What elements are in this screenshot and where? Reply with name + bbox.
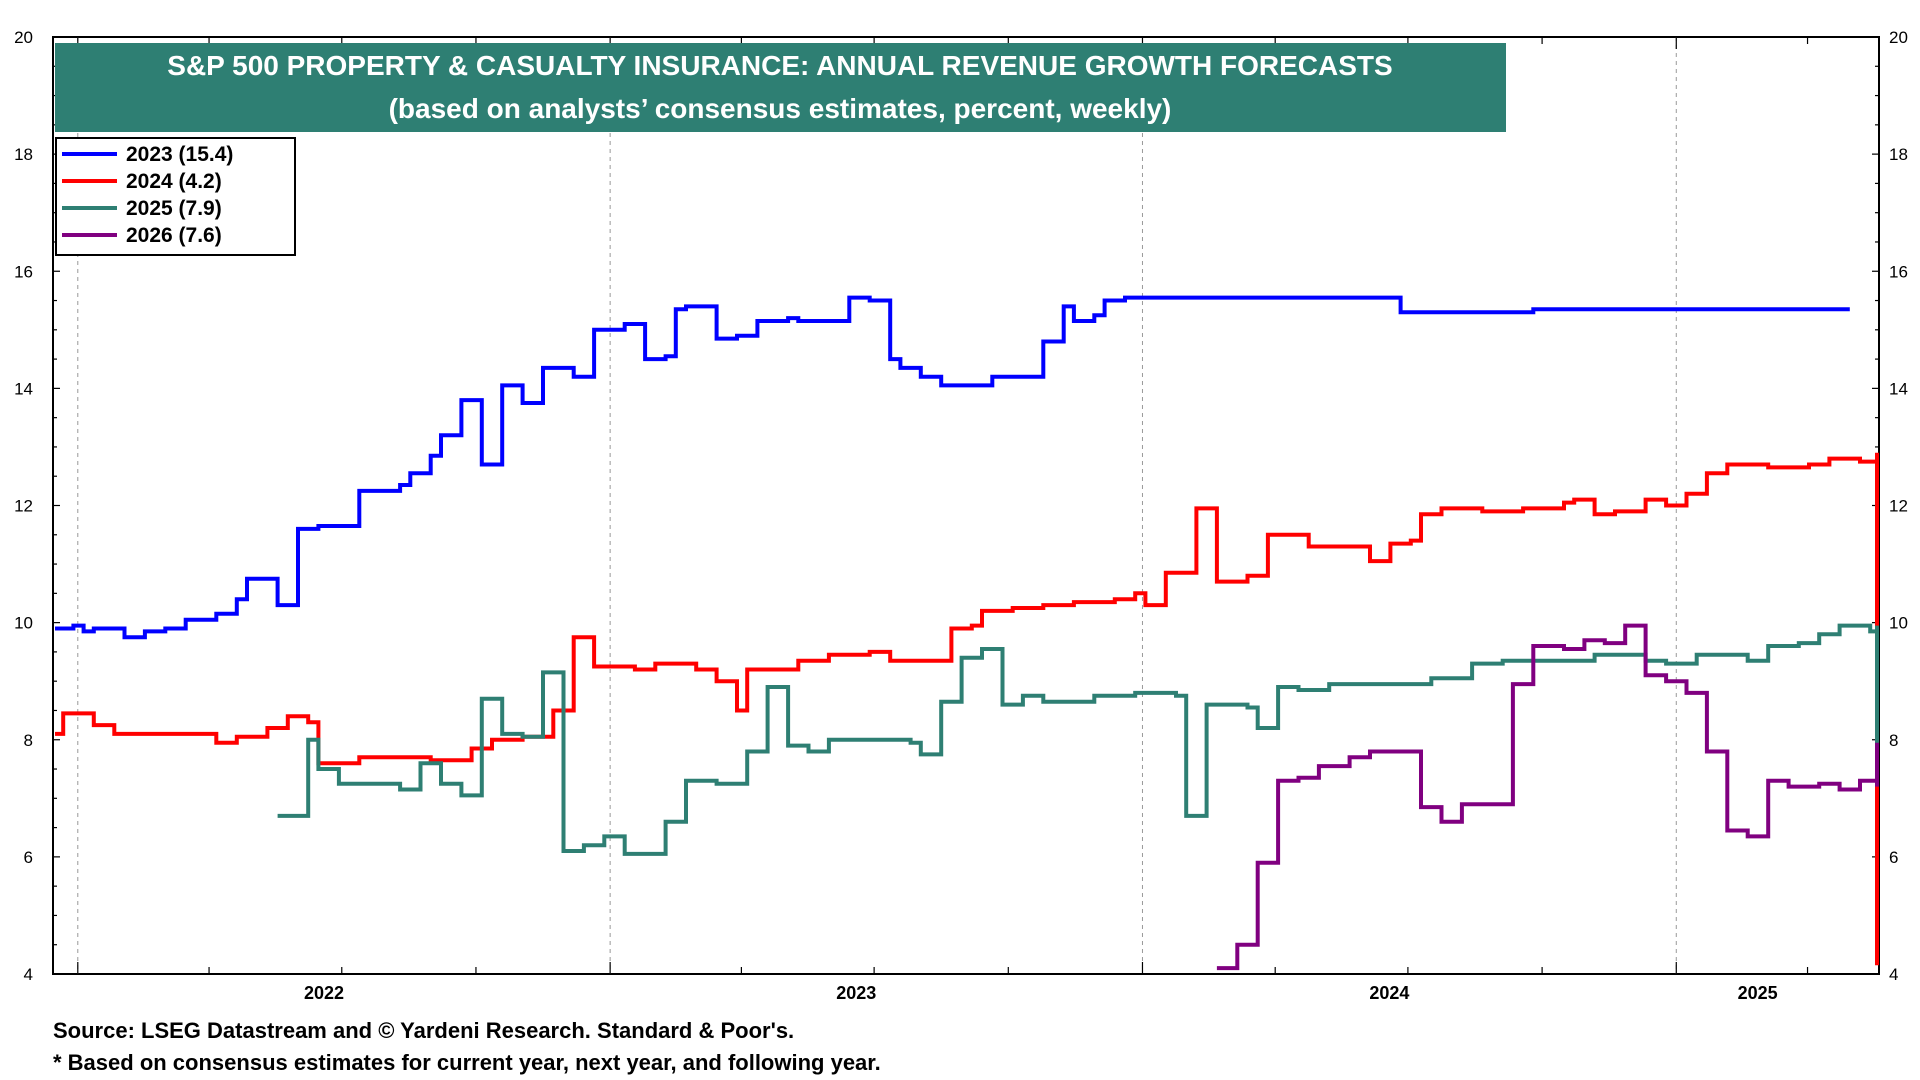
y-tick-label-right: 10 xyxy=(1889,614,1908,633)
y-tick-label-right: 14 xyxy=(1889,379,1908,398)
title-box: S&P 500 PROPERTY & CASUALTY INSURANCE: A… xyxy=(55,43,1506,132)
y-tick-label-left: 18 xyxy=(14,145,33,164)
y-tick-label-right: 16 xyxy=(1889,262,1908,281)
x-tick-label: 2023 xyxy=(836,983,876,1003)
source-note: Source: LSEG Datastream and © Yardeni Re… xyxy=(53,1018,795,1043)
y-tick-label-left: 20 xyxy=(14,28,33,47)
y-tick-label-left: 10 xyxy=(14,614,33,633)
y-tick-label-left: 16 xyxy=(14,262,33,281)
legend-label: 2024 (4.2) xyxy=(126,170,222,193)
series-line-2026 xyxy=(1216,623,1879,971)
title-background xyxy=(55,43,1506,132)
legend-label: 2023 (15.4) xyxy=(126,143,233,166)
y-tick-label-left: 4 xyxy=(24,965,33,984)
y-tick-label-left: 12 xyxy=(14,497,33,516)
y-axis-left: 4 6 8 10 12 14 16 18 20 xyxy=(14,28,60,984)
y-tick-label-right: 8 xyxy=(1889,731,1898,750)
legend-label: 2025 (7.9) xyxy=(126,197,222,220)
series-line-2023 xyxy=(55,295,1850,640)
x-tick-label: 2024 xyxy=(1369,983,1409,1003)
y-tick-label-right: 20 xyxy=(1889,28,1908,47)
chart-title: S&P 500 PROPERTY & CASUALTY INSURANCE: A… xyxy=(167,50,1392,81)
series-line-2024 xyxy=(55,452,1879,966)
y-tick-label-right: 18 xyxy=(1889,145,1908,164)
y-tick-label-right: 6 xyxy=(1889,848,1898,867)
y-tick-label-left: 14 xyxy=(14,379,33,398)
plot-frame xyxy=(52,36,1880,975)
chart-subtitle: (based on analysts’ consensus estimates,… xyxy=(389,93,1172,124)
series-line-2025 xyxy=(277,623,1879,856)
y-tick-label-left: 6 xyxy=(24,848,33,867)
x-tick-label: 2025 xyxy=(1738,983,1778,1003)
y-tick-label-right: 12 xyxy=(1889,497,1908,516)
y-tick-label-left: 8 xyxy=(24,731,33,750)
legend-label: 2026 (7.6) xyxy=(126,224,222,247)
x-axis: 2022 2023 2024 2025 xyxy=(77,37,1809,1003)
estimate-note: * Based on consensus estimates for curre… xyxy=(53,1050,881,1075)
series-lines xyxy=(55,295,1879,971)
legend: 2023 (15.4) 2024 (4.2) 2025 (7.9) 2026 (7.6… xyxy=(55,137,296,256)
y-tick-label-right: 4 xyxy=(1889,965,1898,984)
y-axis-right: 4 6 8 10 12 14 16 18 20 xyxy=(1872,28,1908,984)
x-tick-label: 2022 xyxy=(304,983,344,1003)
